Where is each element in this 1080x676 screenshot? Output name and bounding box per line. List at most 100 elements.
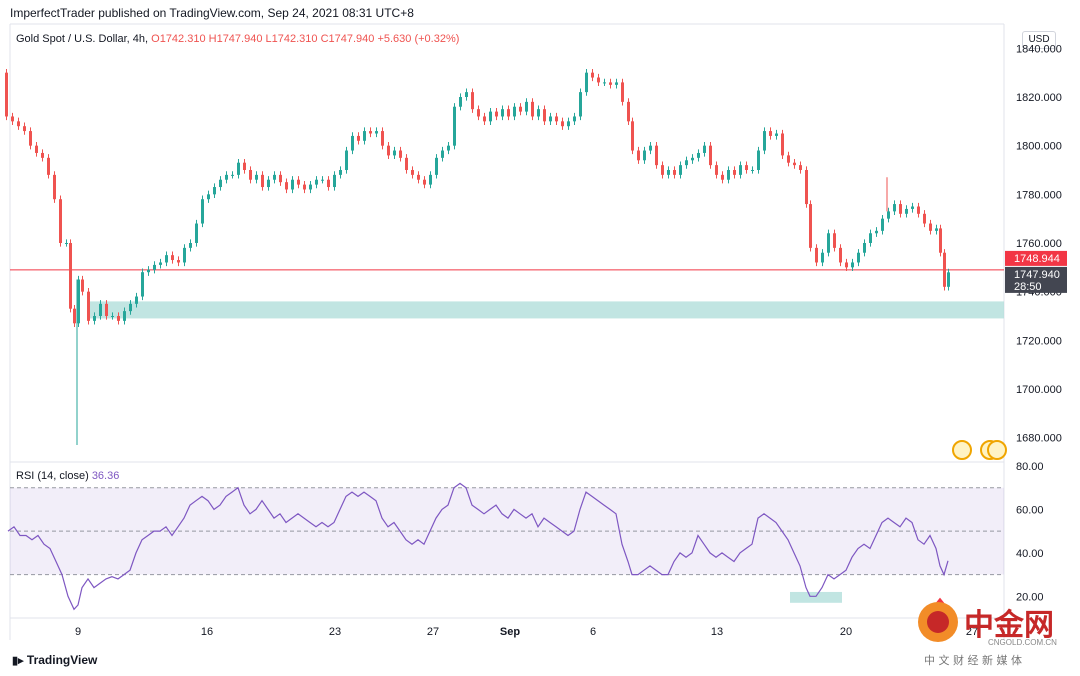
candle bbox=[727, 170, 730, 180]
price-tick-label: 1780.000 bbox=[1016, 189, 1062, 201]
candle bbox=[549, 116, 552, 122]
candle bbox=[87, 291, 90, 321]
candle bbox=[531, 101, 534, 117]
candle bbox=[267, 179, 270, 188]
rsi-legend: RSI (14, close) 36.36 bbox=[16, 470, 119, 482]
candle bbox=[839, 247, 842, 263]
candle bbox=[345, 150, 348, 170]
candle bbox=[697, 152, 700, 158]
candle bbox=[603, 82, 606, 84]
candle bbox=[183, 247, 186, 263]
candle bbox=[297, 179, 300, 185]
candle bbox=[225, 174, 228, 180]
candle bbox=[857, 252, 860, 263]
candle bbox=[285, 182, 288, 190]
candle bbox=[929, 223, 932, 231]
symbol-name: Gold Spot / U.S. Dollar, 4h, bbox=[16, 33, 149, 45]
last-price-tag bbox=[1005, 266, 1067, 293]
candle bbox=[935, 228, 938, 231]
price-tick-label: 1680.000 bbox=[1016, 433, 1062, 445]
rsi-tick-label: 40.00 bbox=[1016, 548, 1044, 560]
candle bbox=[339, 170, 342, 175]
candle bbox=[821, 252, 824, 263]
candle bbox=[525, 101, 528, 112]
rsi-tick-label: 80.00 bbox=[1016, 461, 1044, 473]
candle bbox=[815, 247, 818, 263]
candle bbox=[809, 204, 812, 248]
publisher-line: ImperfectTrader published on TradingView… bbox=[10, 6, 414, 20]
line-price-tag-text: 1748.944 bbox=[1014, 253, 1060, 265]
currency-button[interactable]: USD bbox=[1022, 31, 1056, 49]
candle bbox=[947, 272, 950, 287]
candle bbox=[513, 106, 516, 117]
symbol-legend: Gold Spot / U.S. Dollar, 4h, O1742.310 H… bbox=[16, 33, 459, 45]
price-tick-label: 1840.000 bbox=[1016, 43, 1062, 55]
tradingview-text: TradingView bbox=[26, 653, 98, 667]
cngold-logo-inner-icon bbox=[927, 611, 949, 633]
candle bbox=[905, 208, 908, 214]
watermark-sub: 中 文 财 经 新 媒 体 bbox=[924, 654, 1022, 667]
candle bbox=[375, 131, 378, 134]
candle bbox=[489, 111, 492, 122]
candle bbox=[17, 121, 20, 127]
candle bbox=[93, 316, 96, 321]
candle bbox=[99, 303, 102, 316]
candle bbox=[703, 145, 706, 153]
candle bbox=[441, 150, 444, 158]
candle bbox=[561, 121, 564, 127]
candle bbox=[579, 92, 582, 117]
rsi-value: 36.36 bbox=[91, 470, 120, 482]
candle bbox=[591, 72, 594, 78]
candle bbox=[69, 243, 72, 309]
rsi-line bbox=[7, 482, 949, 611]
candle bbox=[369, 131, 372, 134]
candle bbox=[863, 243, 866, 253]
candle bbox=[153, 264, 156, 270]
candle bbox=[679, 165, 682, 175]
candle bbox=[609, 82, 612, 85]
candle bbox=[5, 72, 8, 117]
price-tick-label: 1720.000 bbox=[1016, 335, 1062, 347]
candle bbox=[495, 111, 498, 117]
candle bbox=[261, 174, 264, 188]
candle bbox=[147, 269, 150, 273]
event-flag-icon bbox=[987, 440, 1007, 460]
candle bbox=[177, 260, 180, 263]
candle bbox=[661, 165, 664, 175]
candle bbox=[459, 97, 462, 107]
candle bbox=[793, 162, 796, 166]
candle bbox=[23, 126, 26, 132]
candle bbox=[715, 165, 718, 175]
candle bbox=[249, 170, 252, 180]
candle bbox=[29, 131, 32, 146]
candle bbox=[833, 233, 836, 248]
candle bbox=[207, 194, 210, 200]
candle bbox=[453, 106, 456, 146]
candle bbox=[291, 179, 294, 190]
candle bbox=[805, 170, 808, 205]
line-price-tag bbox=[1005, 250, 1067, 266]
candle bbox=[237, 162, 240, 175]
candle bbox=[423, 179, 426, 185]
candle bbox=[585, 72, 588, 93]
candle bbox=[721, 174, 724, 180]
candle bbox=[417, 174, 420, 180]
candle bbox=[387, 145, 390, 156]
candle bbox=[621, 82, 624, 102]
candle bbox=[923, 213, 926, 224]
candle bbox=[597, 77, 600, 83]
time-tick-label: 9 bbox=[75, 626, 81, 638]
candle bbox=[893, 204, 896, 212]
candle bbox=[165, 255, 168, 263]
candle bbox=[483, 116, 486, 122]
time-tick-label: 20 bbox=[840, 626, 852, 638]
candle bbox=[47, 157, 50, 175]
candle bbox=[887, 211, 890, 219]
candle bbox=[501, 109, 504, 117]
candle bbox=[799, 165, 802, 170]
candle bbox=[11, 116, 14, 122]
candle bbox=[429, 174, 432, 185]
candle bbox=[471, 92, 474, 110]
tradingview-logo: ▮▸ TradingView bbox=[12, 653, 97, 667]
